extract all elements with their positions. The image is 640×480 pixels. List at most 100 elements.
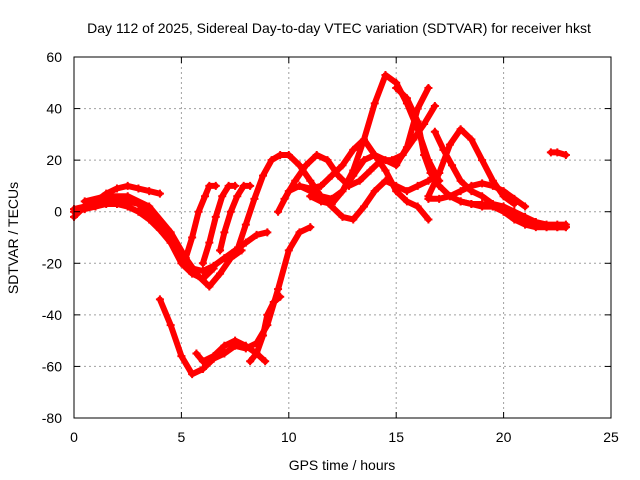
y-axis-label: SDTVAR / TECUs: [5, 182, 21, 294]
data-point: [216, 269, 225, 278]
data-point: [338, 212, 347, 221]
data-point: [402, 143, 411, 152]
data-point: [250, 194, 259, 203]
data-point: [201, 192, 210, 201]
y-tick-label: 20: [46, 152, 62, 168]
data-point: [334, 171, 343, 180]
data-point: [413, 202, 422, 211]
data-point: [112, 184, 121, 193]
data-point: [134, 184, 143, 193]
data-point: [123, 192, 132, 201]
data-point: [274, 207, 283, 216]
data-point: [198, 267, 207, 276]
data-point: [259, 171, 268, 180]
data-point: [241, 220, 250, 229]
data-point: [155, 189, 164, 198]
data-point: [226, 207, 235, 216]
data-point: [327, 199, 336, 208]
data-point: [188, 370, 197, 379]
data-point: [252, 349, 261, 358]
data-point: [220, 341, 229, 350]
data-point: [456, 125, 465, 134]
data-point: [317, 181, 326, 190]
data-point: [166, 228, 175, 237]
data-point: [478, 192, 487, 201]
data-point: [220, 349, 229, 358]
data-point: [246, 181, 255, 190]
data-point: [413, 117, 422, 126]
data-point: [269, 297, 278, 306]
data-point: [323, 156, 332, 165]
data-point: [370, 187, 379, 196]
data-point: [499, 187, 508, 196]
x-tick-label: 5: [178, 429, 186, 445]
data-point: [241, 238, 250, 247]
data-point: [166, 321, 175, 330]
data-point: [284, 150, 293, 159]
data-point: [284, 246, 293, 255]
data-point: [177, 352, 186, 361]
data-point: [194, 272, 203, 281]
data-point: [211, 181, 220, 190]
data-point: [542, 223, 551, 232]
data-point: [246, 357, 255, 366]
ticks: 0 5 10 15 20 25 -80 -60 -40 -20 0 20 40 60: [42, 49, 619, 445]
data-point: [177, 259, 186, 268]
data-point: [261, 357, 270, 366]
data-point: [392, 161, 401, 170]
data-point: [370, 150, 379, 159]
data-point: [145, 187, 154, 196]
data-point: [426, 169, 435, 178]
data-point: [209, 264, 218, 273]
data-point: [274, 285, 283, 294]
data-point: [521, 215, 530, 224]
data-point: [259, 331, 268, 340]
data-point: [467, 135, 476, 144]
data-point: [205, 238, 214, 247]
data-point: [445, 140, 454, 149]
data-point: [306, 192, 315, 201]
data-point: [531, 220, 540, 229]
data-point: [198, 357, 207, 366]
series-line-arc-19: [425, 180, 529, 210]
data-point: [424, 176, 433, 185]
data-point: [312, 150, 321, 159]
data-point: [263, 310, 272, 319]
data-point: [226, 254, 235, 263]
data-point: [359, 156, 368, 165]
data-point: [263, 228, 272, 237]
data-point: [231, 181, 240, 190]
data-point: [349, 171, 358, 180]
y-tick-label: 40: [46, 101, 62, 117]
data-point: [209, 352, 218, 361]
data-point: [561, 150, 570, 159]
data-point: [218, 192, 227, 201]
data-point: [456, 176, 465, 185]
data-point: [267, 156, 276, 165]
y-tick-label: -80: [42, 410, 62, 426]
y-tick-label: 60: [46, 49, 62, 65]
data-point: [435, 169, 444, 178]
data-point: [366, 166, 375, 175]
data-point: [448, 161, 457, 170]
x-tick-label: 0: [70, 429, 78, 445]
data-point: [359, 135, 368, 144]
series-layer: [70, 71, 570, 379]
data-point: [276, 150, 285, 159]
data-point: [306, 223, 315, 232]
data-point: [349, 215, 358, 224]
data-point: [241, 341, 250, 350]
data-point: [420, 150, 429, 159]
y-tick-label: -20: [42, 255, 62, 271]
data-point: [291, 176, 300, 185]
data-point: [561, 223, 570, 232]
data-point: [205, 282, 214, 291]
plot-frame: [73, 56, 612, 419]
data-point: [478, 202, 487, 211]
data-point: [192, 349, 201, 358]
data-point: [456, 197, 465, 206]
x-tick-label: 20: [496, 429, 512, 445]
data-point: [381, 71, 390, 80]
data-point: [445, 192, 454, 201]
